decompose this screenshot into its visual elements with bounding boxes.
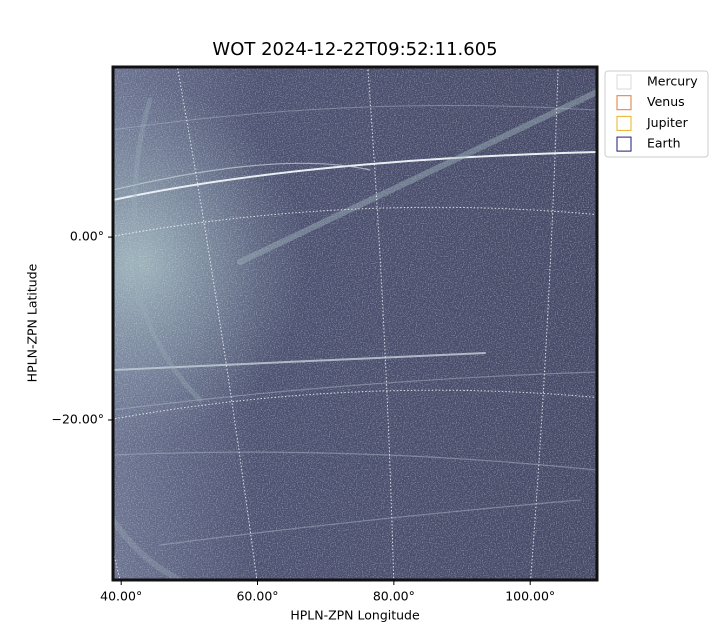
chart-title: WOT 2024-12-22T09:52:11.605 <box>212 39 497 60</box>
x-tick-label: 60.00° <box>236 589 278 604</box>
grid-line <box>367 67 395 580</box>
legend-label: Mercury <box>647 74 698 89</box>
x-tick-label: 80.00° <box>373 589 415 604</box>
x-axis-label: HPLN-ZPN Longitude <box>290 608 420 623</box>
grid-line <box>113 206 597 237</box>
image <box>113 67 597 580</box>
y-tick-label: −20.00° <box>51 411 104 426</box>
x-tick-label: 40.00° <box>100 589 142 604</box>
grid-line <box>530 67 559 580</box>
legend-label: Venus <box>647 94 685 109</box>
legend-swatch <box>616 95 632 111</box>
frame <box>111 65 599 582</box>
legend-label: Earth <box>647 136 681 151</box>
legend-swatch <box>616 115 632 131</box>
x-tick-label: 100.00° <box>505 589 555 604</box>
grid-line <box>113 389 597 420</box>
grid-line <box>113 548 121 580</box>
grid-line <box>176 67 258 580</box>
legend-swatch <box>616 136 632 152</box>
legend: Mercury Venus Jupiter Earth <box>604 70 709 158</box>
y-axis-label: HPLN-ZPN Latitude <box>25 263 40 382</box>
legend-swatch <box>616 74 632 90</box>
legend-label: Jupiter <box>646 115 689 130</box>
y-tick-label: 0.00° <box>70 229 104 244</box>
